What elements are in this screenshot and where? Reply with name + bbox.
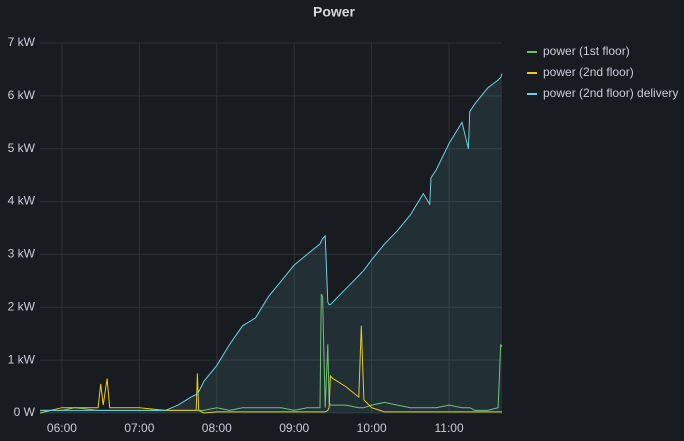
x-tick-label: 10:00 — [357, 421, 387, 435]
legend-label: power (2nd floor) — [543, 65, 634, 79]
legend-label: power (2nd floor) delivery — [543, 86, 678, 100]
y-tick-label: 7 kW — [8, 35, 36, 49]
y-tick-label: 1 kW — [8, 352, 36, 366]
x-tick-label: 09:00 — [279, 421, 309, 435]
y-tick-label: 0 W — [14, 405, 36, 419]
chart-title: Power — [313, 4, 356, 20]
x-tick-label: 06:00 — [47, 421, 77, 435]
y-tick-label: 5 kW — [8, 141, 36, 155]
y-tick-label: 3 kW — [8, 247, 36, 261]
x-tick-label: 07:00 — [124, 421, 154, 435]
x-tick-label: 08:00 — [202, 421, 232, 435]
y-tick-label: 6 kW — [8, 88, 36, 102]
x-tick-label: 11:00 — [435, 421, 464, 435]
series-line — [39, 325, 502, 414]
area-fill — [40, 73, 502, 413]
y-tick-label: 2 kW — [8, 299, 36, 313]
legend-label: power (1st floor) — [543, 44, 630, 58]
y-tick-label: 4 kW — [8, 194, 36, 208]
series-line — [40, 73, 503, 411]
